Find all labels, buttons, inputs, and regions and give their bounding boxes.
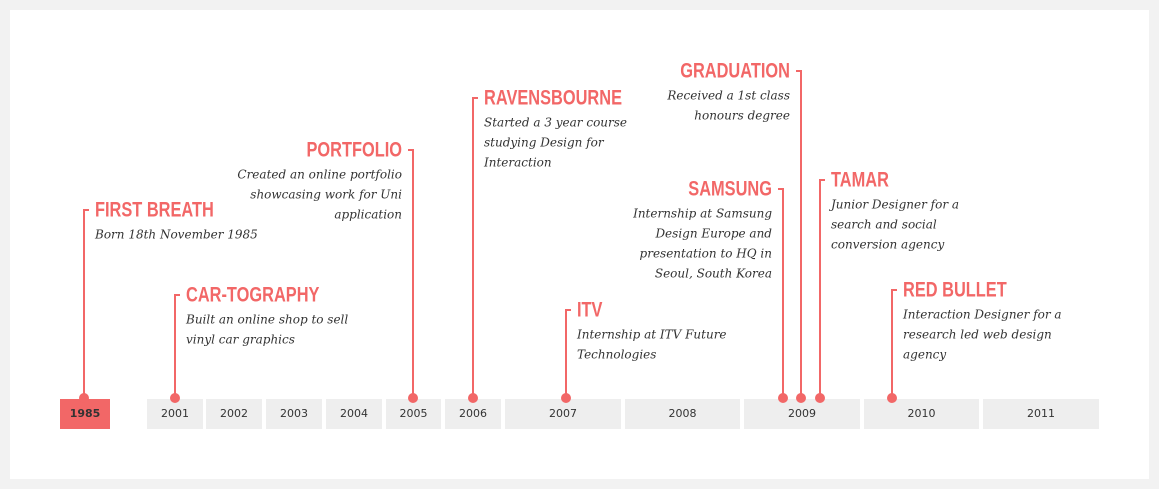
pin-line xyxy=(819,179,825,398)
pin-dot xyxy=(815,393,825,403)
pin-line xyxy=(472,97,478,398)
event-description: Design Europe and xyxy=(654,227,772,241)
pin-dot xyxy=(887,393,897,403)
pin-line xyxy=(408,149,414,398)
pin-line xyxy=(83,209,89,398)
event-description: search and social xyxy=(831,218,937,232)
event-description: research led web design xyxy=(903,328,1052,342)
year-cell xyxy=(505,399,621,429)
pin-dot xyxy=(79,393,89,403)
event-description: honours degree xyxy=(694,109,790,123)
event-description: presentation to HQ in xyxy=(640,247,772,261)
year-label: 2006 xyxy=(459,407,487,420)
year-label: 2002 xyxy=(220,407,248,420)
event-description: studying Design for xyxy=(484,136,605,150)
event-description: Seoul, South Korea xyxy=(655,267,772,281)
event-description: Started a 3 year course xyxy=(484,116,627,130)
pin-line xyxy=(891,289,897,398)
year-cell xyxy=(386,399,441,429)
pin-dot xyxy=(561,393,571,403)
event-description: Internship at Samsung xyxy=(632,207,772,221)
pin-dot xyxy=(468,393,478,403)
year-cell xyxy=(266,399,322,429)
pin-dot xyxy=(408,393,418,403)
pin-line xyxy=(565,309,571,398)
event-description: application xyxy=(334,208,402,222)
event-description: Created an online portfolio xyxy=(237,168,402,182)
year-cell xyxy=(983,399,1099,429)
event-title: SAMSUNG xyxy=(688,177,772,200)
event-description: Junior Designer for a xyxy=(828,198,959,212)
pin-line xyxy=(174,294,180,398)
event-description: vinyl car graphics xyxy=(186,333,295,347)
event-description: Received a 1st class xyxy=(666,89,790,103)
year-cell xyxy=(60,399,110,429)
event-title: TAMAR xyxy=(831,168,889,191)
event-description: Built an online shop to sell xyxy=(185,313,348,327)
event-description: Technologies xyxy=(577,348,656,362)
year-cell xyxy=(445,399,501,429)
event-title: GRADUATION xyxy=(680,59,790,82)
event-title: RED BULLET xyxy=(903,278,1007,301)
event-title: RAVENSBOURNE xyxy=(484,86,622,109)
year-label: 2007 xyxy=(549,407,577,420)
pin-line xyxy=(778,188,784,398)
event-description: Interaction xyxy=(483,156,552,170)
event-description: Born 18th November 1985 xyxy=(94,228,258,242)
year-label: 2005 xyxy=(400,407,428,420)
year-cell xyxy=(206,399,262,429)
event-description: Interaction Designer for a xyxy=(902,308,1062,322)
year-cell xyxy=(744,399,860,429)
event-title: ITV xyxy=(577,298,603,321)
event-description: Internship at ITV Future xyxy=(576,328,727,342)
pin-line xyxy=(796,70,802,398)
pin-dot xyxy=(170,393,180,403)
year-cell xyxy=(147,399,203,429)
year-label: 2009 xyxy=(788,407,816,420)
year-label: 2008 xyxy=(669,407,697,420)
event-title: FIRST BREATH xyxy=(95,198,214,221)
event-title: CAR-TOGRAPHY xyxy=(186,283,320,306)
pin-dot xyxy=(778,393,788,403)
event-description: conversion agency xyxy=(831,238,944,252)
year-label: 2010 xyxy=(908,407,936,420)
year-label: 2001 xyxy=(161,407,189,420)
year-label: 2003 xyxy=(280,407,308,420)
year-label: 2004 xyxy=(340,407,368,420)
event-title: PORTFOLIO xyxy=(306,138,402,161)
pin-dot xyxy=(796,393,806,403)
year-label: 2011 xyxy=(1027,407,1055,420)
year-label: 1985 xyxy=(70,407,101,420)
year-cell xyxy=(864,399,979,429)
event-description: agency xyxy=(903,348,946,362)
event-description: showcasing work for Uni xyxy=(250,188,402,202)
year-cell xyxy=(625,399,740,429)
year-cell xyxy=(326,399,382,429)
